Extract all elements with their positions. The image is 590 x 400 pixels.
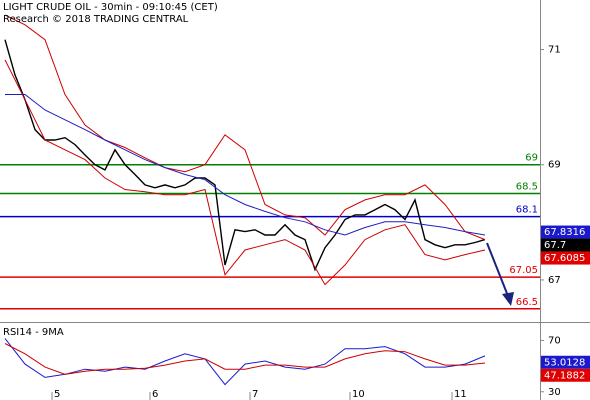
series-line	[4, 39, 486, 272]
price-tag	[541, 355, 590, 369]
x-tick-label: 6	[152, 389, 158, 400]
series-line	[5, 94, 486, 236]
series-line	[4, 59, 486, 286]
level-label: 69	[525, 153, 538, 164]
y-tick-label: 69	[548, 160, 561, 171]
level-label: 68.5	[516, 182, 538, 193]
plot-layer: 7169676968.568.167.0566.567.831667.767.6…	[0, 14, 590, 400]
chart-subtitle: Research © 2018 TRADING CENTRAL	[3, 14, 189, 25]
chart-title: LIGHT CRUDE OIL - 30min - 09:10:45 (CET)	[3, 2, 218, 13]
x-tick-label: 5	[54, 389, 60, 400]
x-tick-label: 11	[454, 389, 467, 400]
price-tag-label: 47.1882	[544, 370, 585, 381]
price-tag-label: 67.6085	[544, 253, 585, 264]
y-tick-label: 70	[548, 335, 561, 346]
panel-title: RSI14 - 9MA	[3, 327, 64, 338]
y-tick-label: 67	[548, 275, 561, 286]
price-tag	[541, 225, 590, 239]
series-line	[4, 14, 486, 241]
price-tag	[541, 368, 590, 382]
price-tag	[541, 238, 590, 252]
level-label: 67.05	[509, 265, 538, 276]
level-label: 66.5	[516, 297, 538, 308]
price-tag-label: 67.8316	[544, 227, 585, 238]
x-tick-label: 7	[252, 389, 258, 400]
series-line	[4, 338, 486, 386]
y-tick-label: 71	[548, 45, 561, 56]
y-tick-label: 30	[548, 387, 561, 398]
forecast-arrow	[486, 242, 509, 297]
price-tag	[541, 251, 590, 265]
price-tag-label: 67.7	[544, 240, 566, 251]
arrow-head	[502, 292, 514, 306]
level-label: 68.1	[516, 205, 538, 216]
x-tick-label: 10	[352, 389, 365, 400]
series-line	[4, 343, 486, 375]
price-tag-label: 53.0128	[544, 357, 585, 368]
